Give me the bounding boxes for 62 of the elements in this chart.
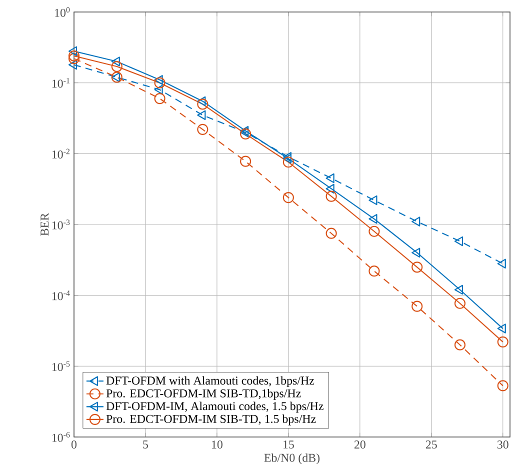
point [497, 380, 508, 392]
point [368, 214, 378, 224]
point [412, 248, 420, 258]
y-tick-label: 10$^{-1}$ [52, 78, 70, 88]
point [368, 266, 380, 277]
point [154, 75, 163, 85]
legend-label: Pro. EDCT-OFDM-IM SIB-TD, 1.5 bps/Hz [106, 414, 316, 426]
point [197, 110, 206, 120]
point [326, 173, 334, 184]
y-axis-title: BER [40, 212, 49, 236]
x-tick-label: 25 [426, 440, 437, 449]
x-axis-title: Eb/N0 (dB) [264, 453, 320, 464]
point [68, 53, 80, 64]
point [282, 154, 292, 164]
point [454, 236, 464, 246]
point [111, 56, 120, 66]
legend-label: DFT-OFDM with Alamouti codes, 1bps/Hz [106, 376, 314, 388]
point [111, 60, 122, 72]
point [497, 336, 508, 348]
x-tick-label: 30 [497, 440, 508, 449]
x-tick-label: 20 [354, 440, 366, 449]
x-tick-label: 10 [212, 440, 222, 449]
y-tick-label: 10$^{0}$ [55, 7, 70, 17]
point [240, 156, 252, 167]
x-tick-label: 0 [71, 440, 77, 449]
point [197, 124, 208, 135]
y-tick-label: 10$^{-5}$ [52, 361, 70, 371]
point [197, 98, 208, 110]
point [368, 226, 380, 237]
point [68, 60, 78, 70]
point [326, 228, 337, 239]
x-tick-label: 5 [143, 440, 148, 448]
point [454, 339, 466, 350]
point [282, 152, 292, 162]
y-tick-label: 10$^{-2}$ [52, 148, 70, 159]
point [197, 96, 206, 106]
point [282, 192, 294, 204]
legend-label: DFT-OFDM-IM, Alamouti codes, 1.5 bps/Hz [106, 402, 324, 413]
point [154, 77, 166, 88]
legend-label: Pro. EDCT-OFDM-IM SIB-TD,1bps/Hz [106, 388, 301, 400]
point [68, 50, 80, 62]
point [154, 93, 166, 104]
x-tick-label: 15 [284, 440, 294, 449]
point [240, 128, 252, 140]
point [326, 184, 334, 194]
point [68, 46, 78, 56]
point [412, 262, 423, 273]
point [454, 284, 464, 295]
point [454, 298, 466, 309]
point [497, 258, 506, 269]
y-tick-label: 10$^{-6}$ [52, 432, 70, 442]
point [368, 195, 378, 206]
point [412, 216, 420, 226]
point [412, 300, 423, 312]
point [326, 190, 337, 202]
point [111, 72, 122, 83]
y-tick-label: 10$^{-4}$ [52, 290, 70, 300]
point [154, 84, 163, 95]
y-tick-label: 10$^{-3}$ [52, 220, 70, 230]
point [497, 324, 506, 334]
point [111, 72, 120, 82]
point [282, 156, 294, 168]
